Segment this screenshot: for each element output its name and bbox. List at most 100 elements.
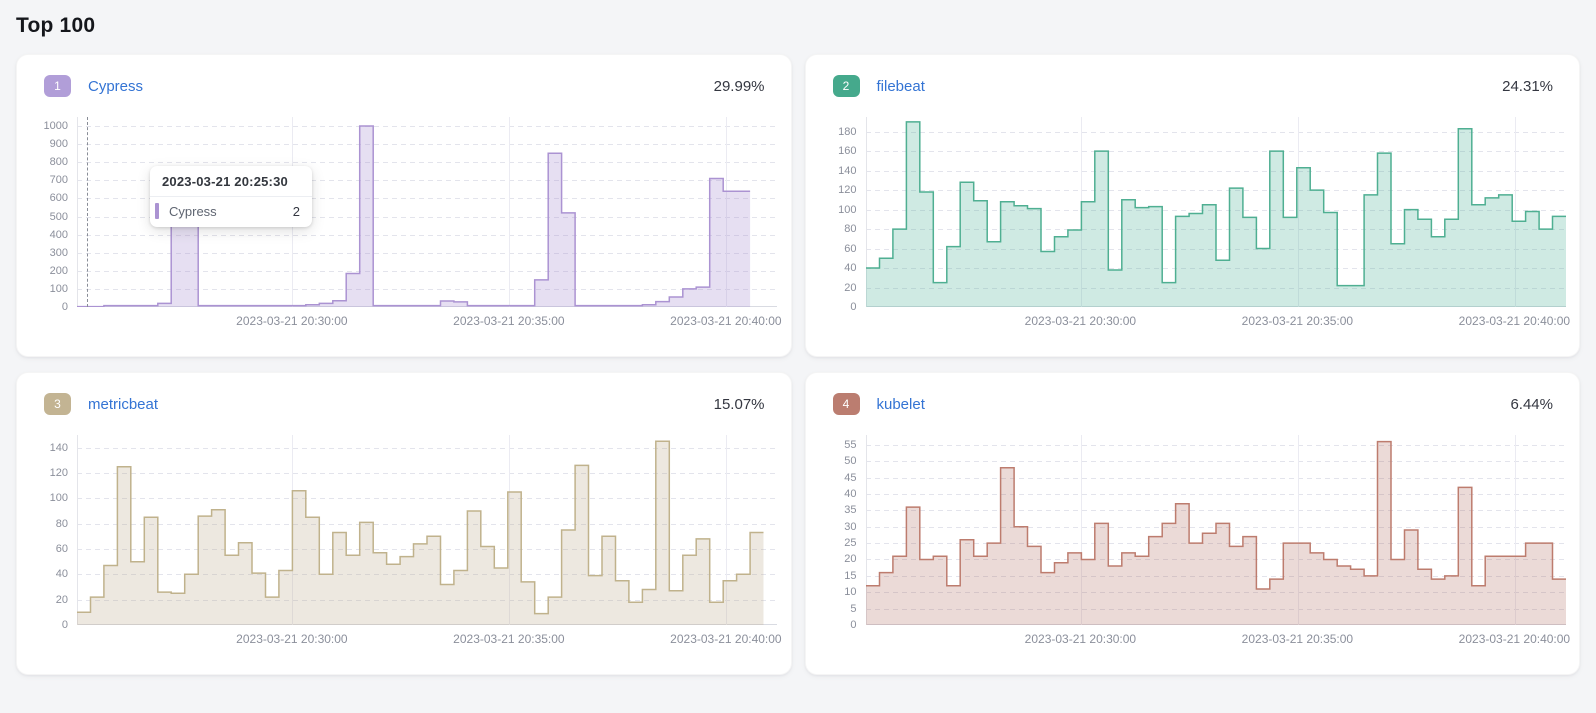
y-tick-label: 120 (838, 184, 857, 197)
y-tick-label: 200 (49, 264, 68, 277)
x-axis-labels: 2023-03-21 20:30:00 2023-03-21 20:35:00 20… (77, 625, 781, 649)
chart-area: 0 100 200 300 400 500 600 700 800 900 1000 2023-03… (31, 117, 777, 313)
tooltip-series-name: Cypress (169, 203, 217, 219)
y-tick-label: 160 (838, 145, 857, 158)
y-tick-label: 100 (49, 492, 68, 505)
card-header: 1 Cypress 29.99% (44, 75, 765, 97)
x-tick-label: 2023-03-21 20:30:00 (1024, 314, 1137, 328)
tooltip-series-marker (155, 203, 159, 219)
x-axis-labels: 2023-03-21 20:30:00 2023-03-21 20:35:00 20… (866, 625, 1570, 649)
x-tick-label: 2023-03-21 20:35:00 (1241, 632, 1354, 646)
x-tick-label: 2023-03-21 20:30:00 (236, 632, 348, 646)
y-tick-label: 10 (844, 586, 857, 599)
tooltip-timestamp: 2023-03-21 20:25:30 (150, 166, 312, 197)
y-tick-label: 300 (49, 246, 68, 259)
y-tick-label: 500 (49, 210, 68, 223)
y-tick-label: 120 (49, 467, 68, 479)
y-axis: 0 20 40 60 80 100 120 140 (31, 435, 77, 631)
percent-value: 15.07% (713, 395, 765, 413)
y-tick-label: 0 (850, 301, 857, 313)
chart-card-filebeat: 2 filebeat 24.31% 0 20 40 60 80 100 120 140 160 1… (804, 54, 1580, 357)
y-tick-label: 55 (844, 438, 857, 451)
y-tick-label: 180 (838, 125, 857, 138)
chart-title-link[interactable]: filebeat (876, 77, 925, 95)
step-area-chart (865, 117, 1566, 307)
y-tick-label: 50 (844, 455, 857, 468)
x-tick-label: 2023-03-21 20:35:00 (453, 314, 565, 328)
x-tick-label: 2023-03-21 20:40:00 (670, 314, 782, 328)
step-area-plot[interactable]: 2023-03-21 20:25:30 Cypress 2 (77, 117, 777, 307)
y-tick-label: 140 (49, 441, 68, 454)
y-tick-label: 80 (844, 223, 857, 236)
chart-title-link[interactable]: kubelet (876, 395, 925, 413)
step-area-chart (77, 117, 777, 307)
y-tick-label: 80 (55, 517, 68, 530)
y-tick-label: 40 (55, 568, 68, 581)
x-tick-label: 2023-03-21 20:30:00 (1024, 632, 1137, 646)
x-tick-label: 2023-03-21 20:35:00 (1241, 314, 1354, 328)
chart-area: 0 20 40 60 80 100 120 140 160 180 (820, 117, 1566, 313)
y-tick-label: 0 (61, 619, 68, 631)
x-axis-labels: 2023-03-21 20:30:00 2023-03-21 20:35:00 20… (866, 307, 1570, 331)
card-header: 2 filebeat 24.31% (832, 75, 1553, 97)
y-tick-label: 1000 (43, 120, 68, 133)
x-tick-label: 2023-03-21 20:35:00 (453, 632, 565, 646)
x-tick-label: 2023-03-21 20:40:00 (1458, 314, 1571, 328)
y-tick-label: 20 (55, 593, 68, 606)
y-tick-label: 100 (49, 282, 68, 295)
percent-value: 6.44% (1510, 395, 1553, 413)
y-tick-label: 20 (844, 553, 857, 566)
chart-area: 0 5 10 15 20 25 30 35 40 45 50 55 (820, 435, 1566, 631)
y-tick-label: 25 (844, 537, 857, 550)
x-tick-label: 2023-03-21 20:30:00 (236, 314, 348, 328)
chart-tooltip: 2023-03-21 20:25:30 Cypress 2 (150, 166, 312, 227)
y-tick-label: 600 (49, 192, 68, 205)
tooltip-row: Cypress 2 (150, 197, 312, 227)
y-tick-label: 30 (844, 520, 857, 533)
step-area-chart (77, 435, 777, 625)
y-tick-label: 700 (49, 174, 68, 187)
step-area-plot[interactable] (77, 435, 777, 625)
chart-cursor-line (87, 117, 88, 307)
y-tick-label: 45 (844, 471, 857, 484)
y-tick-label: 40 (844, 262, 857, 275)
y-tick-label: 60 (55, 543, 68, 555)
step-area-plot[interactable] (865, 435, 1566, 625)
chart-title-link[interactable]: metricbeat (88, 395, 159, 413)
x-tick-label: 2023-03-21 20:40:00 (1458, 632, 1571, 646)
x-tick-label: 2023-03-21 20:40:00 (670, 632, 782, 646)
chart-card-metricbeat: 3 metricbeat 15.07% 0 20 40 60 80 100 120 140 2… (16, 372, 792, 675)
y-tick-label: 5 (850, 602, 857, 615)
y-tick-label: 15 (844, 569, 857, 582)
chart-card-grid: 1 Cypress 29.99% 0 100 200 300 400 500 600 700 8… (0, 54, 1596, 675)
percent-value: 24.31% (1502, 77, 1553, 95)
step-area-plot[interactable] (865, 117, 1566, 307)
y-tick-label: 400 (49, 228, 68, 241)
y-tick-label: 100 (838, 203, 857, 216)
card-header: 3 metricbeat 15.07% (44, 393, 765, 415)
x-axis-labels: 2023-03-21 20:30:00 2023-03-21 20:35:00 20… (77, 307, 781, 331)
step-area-chart (865, 435, 1566, 625)
y-tick-label: 900 (49, 138, 68, 151)
y-tick-label: 0 (61, 301, 68, 313)
rank-badge: 2 (832, 75, 860, 97)
y-tick-label: 140 (838, 164, 857, 177)
chart-area: 0 20 40 60 80 100 120 140 (31, 435, 777, 631)
card-header: 4 kubelet 6.44% (832, 393, 1553, 415)
y-tick-label: 60 (844, 242, 857, 255)
y-axis: 0 5 10 15 20 25 30 35 40 45 50 55 (820, 435, 866, 631)
y-tick-label: 40 (844, 487, 857, 500)
page-title: Top 100 (16, 14, 96, 37)
y-tick-label: 0 (850, 619, 857, 631)
rank-badge: 4 (832, 393, 860, 415)
chart-card-kubelet: 4 kubelet 6.44% 0 5 10 15 20 25 30 35 40 45 50 55 2… (804, 372, 1580, 675)
y-tick-label: 800 (49, 156, 68, 169)
chart-title-link[interactable]: Cypress (88, 77, 144, 95)
y-axis: 0 20 40 60 80 100 120 140 160 180 (820, 117, 866, 313)
y-axis: 0 100 200 300 400 500 600 700 800 900 1000 (31, 117, 77, 313)
y-tick-label: 20 (844, 281, 857, 294)
rank-badge: 3 (44, 393, 71, 415)
y-tick-label: 35 (844, 504, 857, 517)
rank-badge: 1 (44, 75, 71, 97)
tooltip-series-value: 2 (292, 203, 300, 219)
